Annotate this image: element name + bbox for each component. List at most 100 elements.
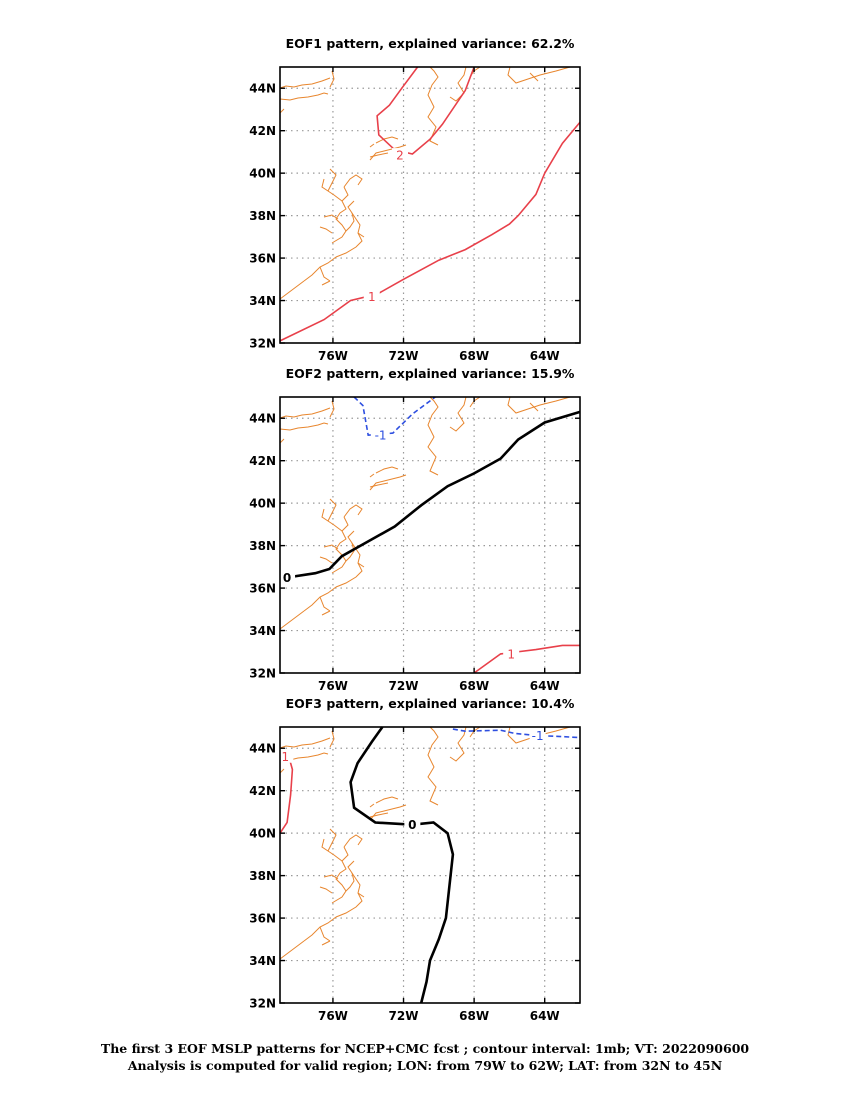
y-tick-label: 36N — [249, 912, 276, 926]
coastline-segment — [375, 796, 399, 804]
contour-line-level-neg1 — [353, 396, 436, 437]
y-tick-label: 42N — [249, 454, 276, 468]
panel-frame — [279, 726, 581, 1004]
x-tick-label: 64W — [530, 679, 560, 693]
coastline-segment — [375, 136, 399, 144]
contour-line-level-1 — [279, 121, 581, 342]
coastline-segment — [279, 407, 331, 419]
coastline-segment — [321, 940, 331, 946]
y-tick-label: 36N — [249, 252, 276, 266]
coastline-segment — [335, 516, 349, 562]
coastline-segment — [343, 834, 363, 848]
contour-label: -1 — [375, 429, 387, 443]
x-tick-label: 68W — [459, 679, 489, 693]
coastline-segment — [331, 530, 355, 574]
y-tick-label: 34N — [249, 954, 276, 968]
coastline-segment — [327, 828, 337, 852]
y-tick-label: 40N — [249, 497, 276, 511]
coastline-segment — [375, 466, 399, 474]
x-tick-label: 68W — [459, 1009, 489, 1023]
coastline-segment — [319, 556, 333, 564]
y-tick-label: 44N — [249, 82, 276, 96]
contour-label: 1 — [368, 290, 376, 304]
coastline-segment — [279, 422, 329, 431]
coastline-segment — [351, 542, 365, 568]
coastline-segment — [469, 726, 481, 738]
coastline-segment — [327, 168, 337, 192]
coastline-segment — [319, 596, 331, 612]
x-tick-label: 68W — [459, 349, 489, 363]
contour-line-level-0 — [349, 726, 455, 1004]
coastline-segment — [369, 812, 389, 818]
coastline-segment — [427, 66, 439, 146]
coastline-segment — [449, 66, 467, 102]
y-tick-label: 34N — [249, 294, 276, 308]
coastline-segment — [319, 886, 333, 894]
coastline — [279, 396, 571, 630]
contour-label: 0 — [408, 818, 416, 832]
coastline-segment — [321, 610, 331, 616]
x-tick-label: 76W — [318, 679, 348, 693]
y-tick-label: 42N — [249, 784, 276, 798]
coastline-segment — [335, 846, 349, 892]
contour-label-bg — [503, 646, 520, 660]
coastline-segment — [279, 280, 305, 300]
contour-label-bg — [363, 289, 380, 303]
coastline-segment — [329, 730, 335, 748]
coastline-segment — [321, 280, 331, 286]
eof-panel-1: EOF1 pattern, explained variance: 62.2% 1… — [249, 36, 581, 363]
coastline-segment — [351, 212, 365, 238]
contour-label: 1 — [281, 750, 289, 764]
coastline-segment — [303, 586, 337, 612]
x-tick-label: 64W — [530, 349, 560, 363]
coastline-segment — [369, 143, 375, 148]
contour-label: 0 — [283, 571, 291, 585]
x-tick-label: 72W — [389, 679, 419, 693]
coastline — [279, 726, 571, 960]
y-tick-label: 44N — [249, 412, 276, 426]
coastline-segment — [449, 396, 467, 432]
contour-label: 1 — [507, 647, 515, 661]
coastline-segment — [529, 72, 539, 82]
coastline-segment — [279, 92, 329, 101]
coastline-segment — [335, 562, 363, 588]
caption-line-2: Analysis is computed for valid region; L… — [127, 1058, 723, 1073]
coastline-segment — [507, 66, 571, 84]
contour-line-level-2 — [376, 66, 475, 155]
coastline-segment — [303, 916, 337, 942]
coastline-segment — [331, 860, 355, 904]
coastline-segment — [369, 473, 375, 478]
coastline-segment — [343, 174, 363, 188]
coastline-segment — [507, 726, 571, 744]
y-tick-label: 38N — [249, 539, 276, 553]
coastline-segment — [369, 482, 389, 488]
x-tick-label: 76W — [318, 349, 348, 363]
coastline-segment — [323, 544, 339, 550]
y-tick-label: 44N — [249, 742, 276, 756]
coastline-segment — [507, 396, 571, 414]
contour-line-level-0 — [286, 410, 581, 579]
contour-label: 2 — [396, 149, 404, 163]
y-tick-label: 38N — [249, 209, 276, 223]
coastline — [279, 66, 571, 300]
coastline-segment — [343, 504, 363, 518]
coastline-segment — [323, 214, 339, 220]
contour-label-bg — [277, 749, 294, 763]
y-tick-label: 40N — [249, 827, 276, 841]
coastline-segment — [331, 200, 355, 244]
contour-label-bg — [404, 817, 421, 831]
coastline-segment — [335, 232, 363, 258]
coastline-segment — [329, 70, 335, 88]
coastline-segment — [369, 152, 389, 158]
contour-label: -1 — [532, 729, 544, 743]
x-tick-label: 76W — [318, 1009, 348, 1023]
y-tick-label: 34N — [249, 624, 276, 638]
coastline-segment — [329, 400, 335, 418]
contour-line-level-1 — [279, 750, 294, 834]
y-tick-label: 32N — [249, 667, 276, 681]
y-tick-label: 42N — [249, 124, 276, 138]
x-tick-label: 72W — [389, 1009, 419, 1023]
coastline-segment — [469, 396, 481, 408]
coastline-segment — [427, 396, 439, 476]
